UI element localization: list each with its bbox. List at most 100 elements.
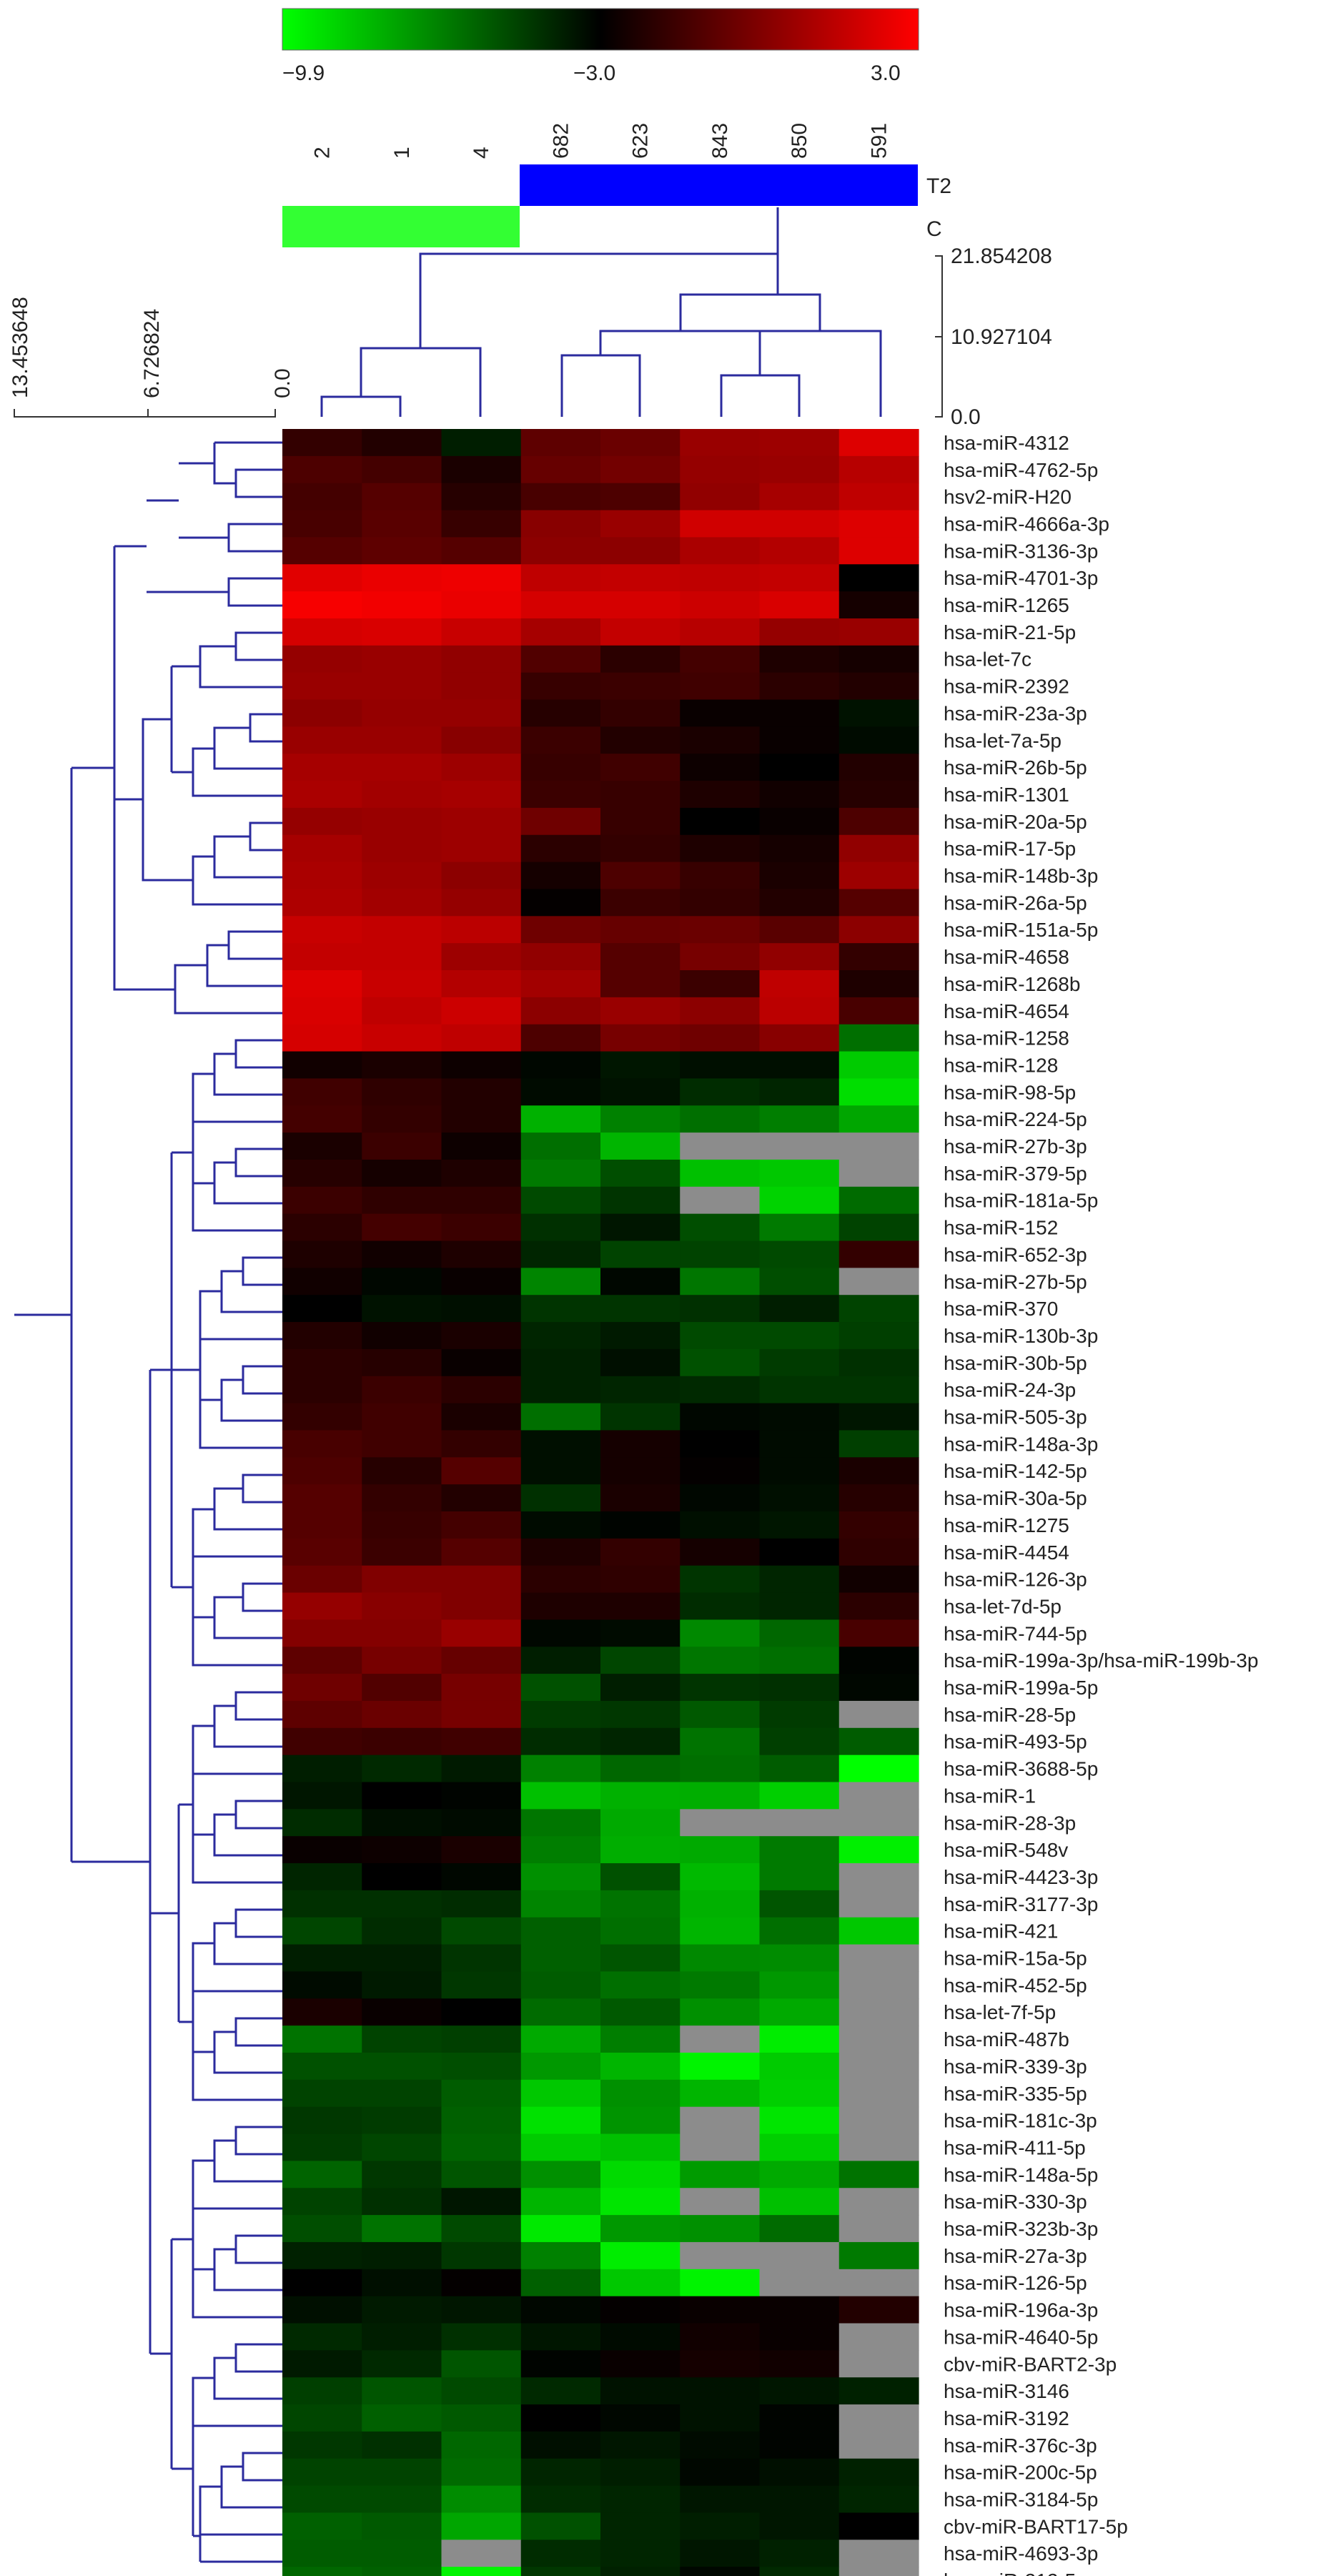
heatmap-cell xyxy=(441,862,522,890)
heatmap-cell xyxy=(838,2350,919,2378)
heatmap-cell xyxy=(520,699,601,727)
heatmap-cell xyxy=(520,537,601,565)
column-scale-label-mid: 10.927104 xyxy=(951,325,1052,349)
row-dendrogram-tree xyxy=(14,441,282,2563)
heatmap-cell xyxy=(600,754,681,781)
heatmap-cell xyxy=(282,1295,362,1323)
heatmap-cell xyxy=(600,1457,681,1485)
heatmap-cell xyxy=(520,834,601,863)
heatmap-cell xyxy=(759,2458,840,2487)
heatmap-cell xyxy=(838,1727,919,1756)
heatmap-cell xyxy=(759,2485,840,2514)
heatmap-cell xyxy=(520,807,601,836)
heatmap-cell xyxy=(838,1863,919,1891)
heatmap-cell xyxy=(362,2106,442,2135)
heatmap-cell xyxy=(282,1348,362,1377)
color-scale-mid-label: −3.0 xyxy=(573,61,615,85)
heatmap-cell xyxy=(520,1132,601,1160)
row-label: hsa-miR-27a-3p xyxy=(944,2245,1087,2267)
heatmap-cell xyxy=(759,2133,840,2161)
heatmap-cell xyxy=(520,1971,601,1999)
heatmap-cell xyxy=(838,1782,919,1810)
heatmap-cell xyxy=(362,699,442,727)
heatmap-cell xyxy=(600,2161,681,2188)
heatmap-cell xyxy=(680,1700,761,1729)
heatmap-cell xyxy=(600,2215,681,2243)
heatmap-cell xyxy=(441,1403,522,1431)
heatmap-cell xyxy=(759,2323,840,2351)
row-label: hsa-miR-27b-5p xyxy=(944,1270,1087,1293)
heatmap-cell xyxy=(680,672,761,701)
heatmap-cell xyxy=(520,943,601,971)
heatmap-cell xyxy=(759,1565,840,1594)
heatmap-cell xyxy=(838,1890,919,1918)
column-dendrogram-scale: 21.854208 10.927104 0.0 xyxy=(935,245,1052,429)
heatmap-cell xyxy=(520,1998,601,2026)
heatmap-cell xyxy=(282,1268,362,1296)
heatmap-cell xyxy=(838,1213,919,1242)
heatmap-cell xyxy=(362,1376,442,1404)
heatmap-cell xyxy=(600,564,681,592)
heatmap-cell xyxy=(441,1782,522,1810)
row-label: hsa-miR-128 xyxy=(944,1054,1058,1076)
heatmap-cell xyxy=(362,429,442,457)
row-label: hsa-miR-23a-3p xyxy=(944,702,1087,724)
heatmap-cell xyxy=(282,1944,362,1973)
heatmap-cell xyxy=(759,429,840,457)
heatmap-cell xyxy=(838,618,919,646)
row-label: hsa-miR-376c-3p xyxy=(944,2434,1097,2457)
column-label: 843 xyxy=(708,123,732,159)
heatmap-cell xyxy=(520,1565,601,1594)
heatmap-cell xyxy=(520,2350,601,2378)
heatmap-cell xyxy=(680,1322,761,1350)
row-label: hsa-let-7f-5p xyxy=(944,2001,1056,2023)
heatmap-cell xyxy=(600,1511,681,1539)
heatmap-cell xyxy=(362,2025,442,2053)
heatmap-cell xyxy=(441,1457,522,1485)
heatmap-cell xyxy=(838,2269,919,2297)
heatmap-cell xyxy=(362,591,442,619)
heatmap-cell xyxy=(520,1403,601,1431)
heatmap-cell xyxy=(838,1998,919,2026)
heatmap-cell xyxy=(282,2540,362,2567)
heatmap-cell xyxy=(600,1998,681,2026)
heatmap-cell xyxy=(282,1403,362,1431)
heatmap-cell xyxy=(680,1511,761,1539)
row-label: hsa-miR-4762-5p xyxy=(944,459,1098,481)
heatmap-cell xyxy=(838,2079,919,2108)
heatmap-cell xyxy=(441,2133,522,2161)
heatmap-cell xyxy=(680,483,761,511)
heatmap-cell xyxy=(838,2404,919,2432)
heatmap-cell xyxy=(520,429,601,457)
heatmap-cell xyxy=(282,2377,362,2405)
column-label: 1 xyxy=(390,147,414,159)
heatmap-cell xyxy=(441,916,522,944)
heatmap-cell xyxy=(362,726,442,754)
heatmap-cell xyxy=(282,2079,362,2108)
heatmap-cell xyxy=(838,1755,919,1783)
heatmap-cell xyxy=(759,2377,840,2405)
heatmap-cell xyxy=(680,2079,761,2108)
heatmap-cell xyxy=(362,1647,442,1674)
heatmap-cell xyxy=(282,2485,362,2514)
row-label: hsa-miR-4654 xyxy=(944,1000,1069,1022)
heatmap-cell xyxy=(759,1944,840,1973)
heatmap-cell xyxy=(282,2431,362,2459)
heatmap-cell xyxy=(282,1755,362,1783)
heatmap-cell xyxy=(441,943,522,971)
heatmap-cell xyxy=(838,1700,919,1729)
heatmap-cell xyxy=(680,916,761,944)
heatmap-cell xyxy=(282,672,362,701)
row-dendrogram xyxy=(14,441,282,2563)
heatmap-cell xyxy=(838,483,919,511)
heatmap-cell xyxy=(680,1647,761,1674)
heatmap-cell xyxy=(838,2377,919,2405)
heatmap-cell xyxy=(441,1051,522,1079)
row-scale-label-zero: 0.0 xyxy=(271,368,295,398)
heatmap-cell xyxy=(282,943,362,971)
row-label: hsa-miR-4640-5p xyxy=(944,2326,1098,2348)
heatmap-cell xyxy=(759,943,840,971)
heatmap-cell xyxy=(520,1782,601,1810)
heatmap-cell xyxy=(362,1971,442,1999)
heatmap-cell xyxy=(759,1727,840,1756)
